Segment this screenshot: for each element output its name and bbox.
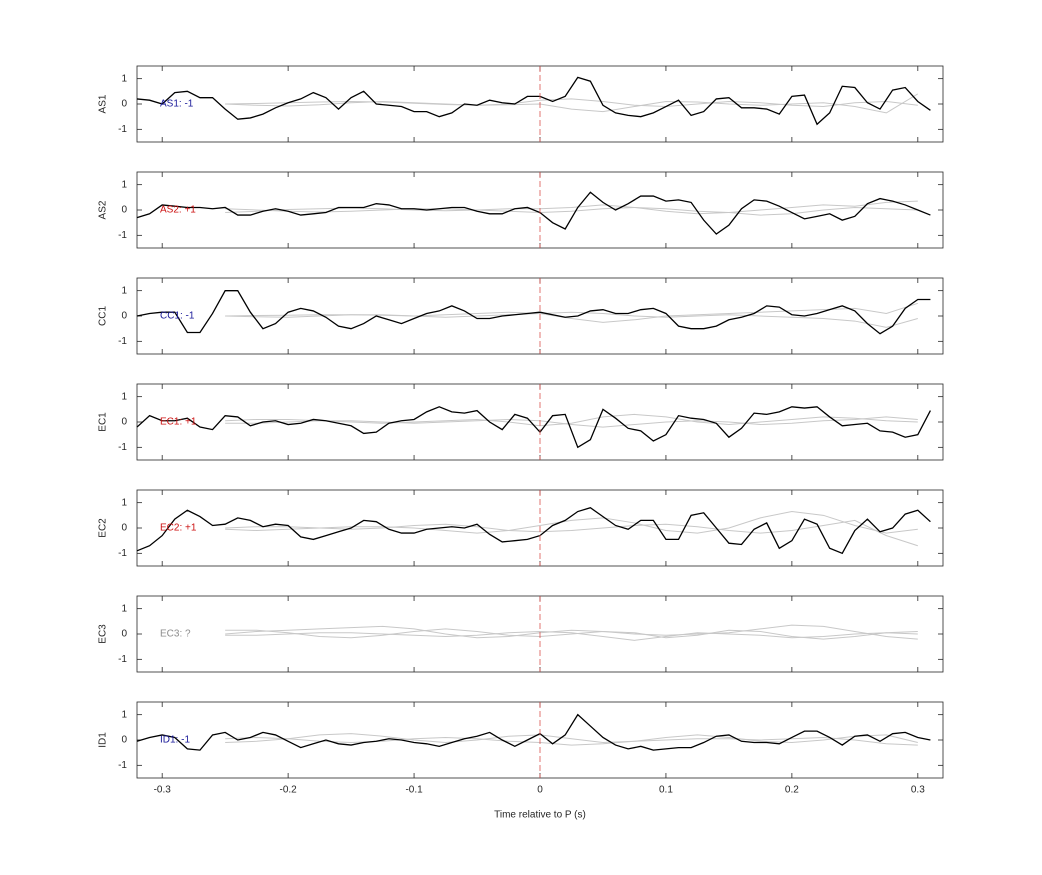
y-tick-label: 0 bbox=[121, 99, 127, 110]
y-tick-label: -1 bbox=[118, 230, 127, 241]
y-axis-label: ID1 bbox=[98, 732, 109, 748]
line bbox=[225, 630, 918, 641]
y-tick-label: -1 bbox=[118, 442, 127, 453]
y-axis-label: EC2 bbox=[98, 518, 109, 538]
y-tick-label: -1 bbox=[118, 336, 127, 347]
y-tick-label: -1 bbox=[118, 548, 127, 559]
x-tick-label: 0.2 bbox=[785, 785, 799, 796]
y-tick-label: 1 bbox=[121, 497, 127, 508]
line bbox=[225, 311, 918, 328]
line bbox=[136, 406, 931, 449]
y-tick-label: -1 bbox=[118, 124, 127, 135]
y-axis-label: EC1 bbox=[98, 412, 109, 432]
annotation: AS2: +1 bbox=[160, 205, 196, 216]
y-tick-label: 0 bbox=[121, 417, 127, 428]
annotation: EC2: +1 bbox=[160, 523, 197, 534]
annotation: CC1: -1 bbox=[160, 311, 195, 322]
line bbox=[225, 413, 918, 427]
y-axis-label: AS1 bbox=[98, 94, 109, 113]
line bbox=[225, 511, 918, 534]
y-tick-label: 1 bbox=[121, 285, 127, 296]
line bbox=[136, 76, 931, 126]
line bbox=[225, 98, 918, 108]
line bbox=[136, 191, 931, 235]
line bbox=[225, 736, 918, 746]
annotation: AS1: -1 bbox=[160, 99, 194, 110]
y-tick-label: 1 bbox=[121, 179, 127, 190]
annotation: EC1: +1 bbox=[160, 417, 197, 428]
annotation: EC3: ? bbox=[160, 629, 191, 640]
y-tick-label: -1 bbox=[118, 760, 127, 771]
line bbox=[136, 713, 931, 751]
y-axis-label: EC3 bbox=[98, 624, 109, 644]
line bbox=[225, 200, 918, 215]
line bbox=[225, 624, 918, 640]
x-tick-label: 0.1 bbox=[659, 785, 673, 796]
y-tick-label: 1 bbox=[121, 603, 127, 614]
x-tick-label: 0.3 bbox=[911, 785, 925, 796]
y-tick-label: 0 bbox=[121, 311, 127, 322]
y-tick-label: 1 bbox=[121, 391, 127, 402]
line bbox=[136, 290, 931, 335]
x-tick-label: 0 bbox=[537, 785, 543, 796]
line bbox=[225, 93, 919, 114]
line bbox=[136, 507, 931, 555]
y-tick-label: 0 bbox=[121, 629, 127, 640]
y-tick-label: 0 bbox=[121, 735, 127, 746]
x-axis-label: Time relative to P (s) bbox=[494, 810, 586, 821]
x-tick-label: -0.3 bbox=[154, 785, 172, 796]
y-tick-label: 1 bbox=[121, 709, 127, 720]
y-tick-label: 1 bbox=[121, 73, 127, 84]
annotation: ID1: -1 bbox=[160, 735, 190, 746]
line bbox=[225, 416, 918, 428]
y-axis-label: AS2 bbox=[98, 200, 109, 219]
y-tick-label: 0 bbox=[121, 523, 127, 534]
line bbox=[225, 519, 918, 547]
line bbox=[225, 733, 918, 744]
y-axis-label: CC1 bbox=[98, 306, 109, 326]
x-tick-label: -0.2 bbox=[280, 785, 298, 796]
x-tick-label: -0.1 bbox=[405, 785, 423, 796]
line bbox=[225, 206, 918, 216]
y-tick-label: 0 bbox=[121, 205, 127, 216]
y-tick-label: -1 bbox=[118, 654, 127, 665]
